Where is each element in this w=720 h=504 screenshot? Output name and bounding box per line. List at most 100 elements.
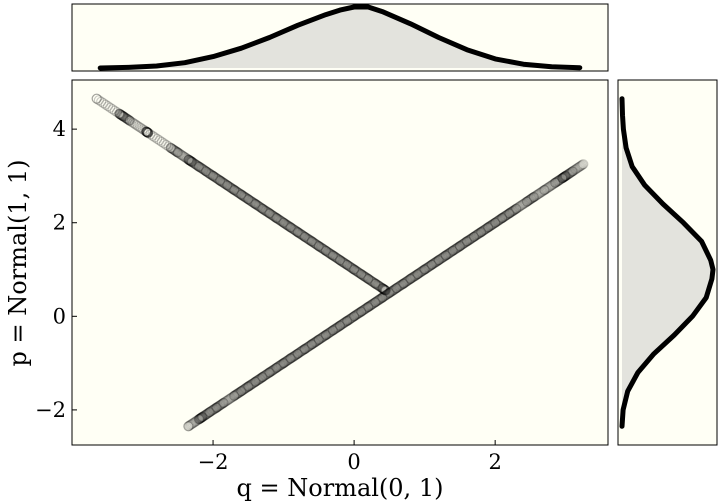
- scatter-point: [414, 267, 425, 278]
- scatter-point: [278, 217, 289, 228]
- scatter-point: [275, 360, 286, 371]
- scatter-point: [185, 155, 196, 167]
- scatter-point: [387, 285, 398, 296]
- scatter-point: [270, 363, 281, 374]
- scatter-point: [215, 175, 226, 186]
- scatter-point: [255, 373, 266, 384]
- scatter-point: [560, 170, 571, 181]
- scatter-point: [250, 198, 261, 210]
- scatter-point: [142, 127, 153, 138]
- scatter-point: [374, 294, 385, 305]
- scatter-point: [332, 253, 343, 264]
- scatter-point: [203, 168, 214, 179]
- joint-plot-frame: [71, 79, 609, 446]
- scatter-point: [183, 154, 194, 165]
- scatter-point: [361, 272, 372, 283]
- scatter-point: [339, 317, 350, 328]
- scatter-point: [224, 393, 236, 404]
- scatter-point: [114, 108, 125, 119]
- scatter-point: [422, 262, 433, 273]
- scatter-point: [210, 402, 221, 414]
- scatter-point: [235, 386, 246, 397]
- scatter-point: [511, 203, 522, 214]
- scatter-point: [198, 164, 209, 175]
- scatter-point: [355, 307, 366, 318]
- scatter-point: [248, 378, 259, 389]
- scatter-point: [411, 270, 422, 281]
- scatter-point: [566, 167, 577, 178]
- scatter-point: [347, 263, 358, 274]
- scatter-point: [118, 111, 129, 122]
- scatter-point: [310, 336, 322, 347]
- scatter-point: [223, 181, 234, 192]
- scatter-point: [284, 354, 295, 365]
- scatter-point: [369, 278, 380, 289]
- scatter-point: [468, 231, 480, 242]
- scatter-point: [322, 246, 333, 257]
- scatter-point: [198, 410, 209, 422]
- scatter-point: [491, 216, 502, 227]
- scatter-point: [266, 209, 277, 220]
- scatter-point: [275, 215, 286, 226]
- scatter-point: [236, 190, 248, 201]
- scatter-point: [200, 409, 212, 420]
- scatter-point: [487, 219, 498, 230]
- scatter-point: [321, 329, 332, 340]
- scatter-point: [114, 109, 126, 120]
- scatter-point: [336, 256, 347, 267]
- scatter-point: [261, 369, 272, 380]
- scatter-point: [329, 251, 340, 262]
- right-marginal-density-line: [619, 96, 716, 429]
- scatter-point: [229, 184, 240, 196]
- scatter-point: [392, 282, 403, 293]
- scatter-point: [334, 254, 345, 265]
- scatter-point: [221, 395, 232, 406]
- scatter-point: [129, 118, 140, 130]
- scatter-point: [349, 264, 360, 276]
- scatter-point: [534, 188, 545, 199]
- scatter-point: [292, 227, 303, 238]
- scatter-point: [120, 112, 131, 123]
- scatter-point: [249, 377, 260, 388]
- scatter-point: [566, 166, 578, 177]
- scatter-point: [282, 355, 293, 366]
- scatter-point: [167, 143, 178, 154]
- scatter-point: [217, 176, 228, 188]
- scatter-point: [243, 194, 254, 205]
- scatter-point: [418, 264, 429, 276]
- scatter-point: [279, 218, 291, 229]
- scatter-point: [430, 257, 441, 268]
- scatter-point: [234, 387, 245, 398]
- scatter-point: [227, 392, 238, 403]
- scatter-point: [242, 193, 253, 204]
- scatter-point: [468, 232, 479, 243]
- scatter-point: [383, 288, 394, 299]
- scatter-point: [282, 220, 293, 231]
- scatter-point: [268, 211, 279, 222]
- scatter-point: [459, 237, 470, 248]
- scatter-point: [204, 168, 215, 179]
- scatter-point: [163, 141, 174, 152]
- scatter-point: [363, 301, 374, 313]
- scatter-point: [510, 204, 521, 215]
- scatter-point: [292, 227, 303, 238]
- scatter-point: [276, 359, 287, 370]
- scatter-point: [325, 327, 336, 338]
- scatter-point: [462, 235, 473, 247]
- scatter-point: [560, 170, 571, 181]
- scatter-point: [285, 222, 296, 233]
- scatter-point: [215, 176, 226, 187]
- scatter-point: [259, 205, 270, 216]
- scatter-point: [306, 236, 317, 247]
- scatter-point: [387, 285, 398, 297]
- scatter-point: [209, 403, 220, 415]
- scatter-point: [209, 171, 220, 182]
- scatter-point: [190, 159, 201, 170]
- scatter-point: [136, 123, 147, 134]
- scatter-point: [310, 239, 322, 250]
- scatter-point: [474, 227, 485, 239]
- scatter-point: [339, 317, 350, 328]
- scatter-point: [269, 364, 280, 375]
- scatter-point: [291, 349, 303, 360]
- scatter-point: [521, 196, 533, 207]
